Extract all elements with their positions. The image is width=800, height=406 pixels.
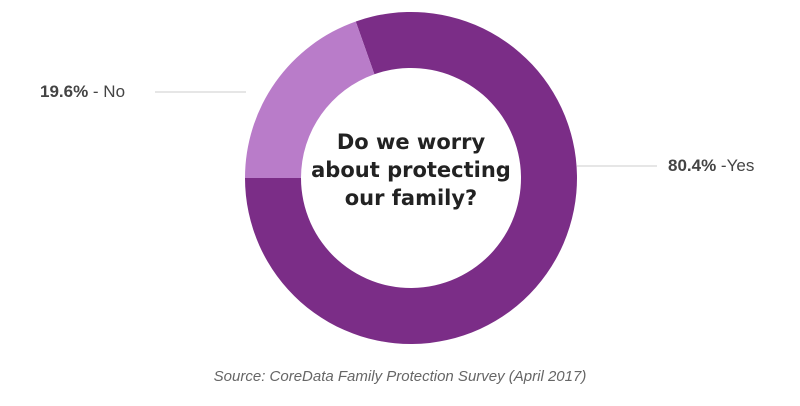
center-title: Do we worry about protecting our family? (311, 130, 511, 210)
label-no: 19.6% - No (40, 82, 125, 102)
category-no: - No (88, 82, 126, 101)
slice-yes (244, 12, 577, 345)
source-note: Source: CoreData Family Protection Surve… (213, 368, 587, 385)
value-yes: 80.4% (668, 156, 717, 175)
label-yes: 80.4% -Yes (668, 156, 754, 176)
slice-no (245, 21, 375, 178)
category-yes: -Yes (716, 156, 755, 175)
value-no: 19.6% (40, 82, 89, 101)
